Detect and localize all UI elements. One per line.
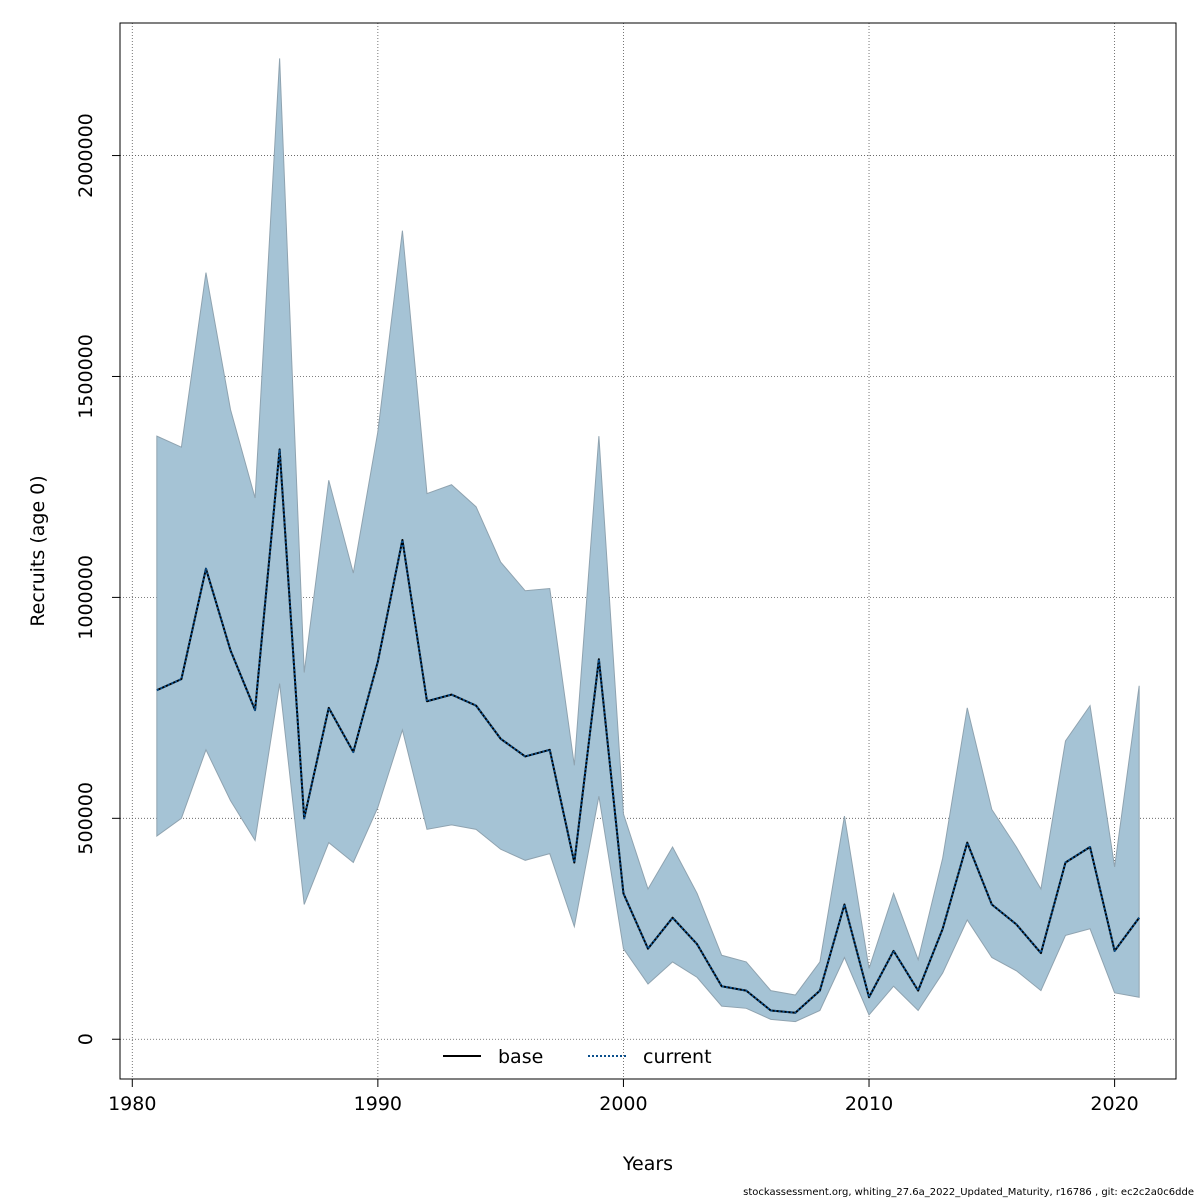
plot-frame (119, 22, 1177, 1080)
confidence-band (156, 58, 1140, 1023)
x-tick-label: 2000 (599, 1093, 647, 1115)
x-tick-label: 1980 (108, 1093, 156, 1115)
x-tick-label: 2010 (845, 1093, 893, 1115)
series-lines (156, 448, 1140, 1014)
y-tick-label: 500000 (75, 782, 97, 855)
legend: base current (443, 1046, 712, 1068)
x-axis-title: Years (622, 1153, 673, 1175)
legend-base-label: base (498, 1046, 543, 1068)
y-tick-label: 1500000 (75, 334, 97, 419)
x-tick-label: 2020 (1090, 1093, 1138, 1115)
y-tick-label: 1000000 (75, 555, 97, 640)
x-tick-label: 1990 (354, 1093, 402, 1115)
series-line-current (156, 448, 1140, 1014)
footer-caption: stockassessment.org, whiting_27.6a_2022_… (743, 1187, 1194, 1198)
legend-current-label: current (643, 1046, 712, 1068)
confidence-band-layer (156, 58, 1140, 1023)
y-axis-title: Recruits (age 0) (27, 475, 49, 626)
y-tick-label: 0 (75, 1033, 97, 1045)
y-tick-label: 2000000 (75, 113, 97, 198)
axes: 1980 1990 2000 2010 2020 0 500000 1000000 150000… (75, 113, 1139, 1115)
